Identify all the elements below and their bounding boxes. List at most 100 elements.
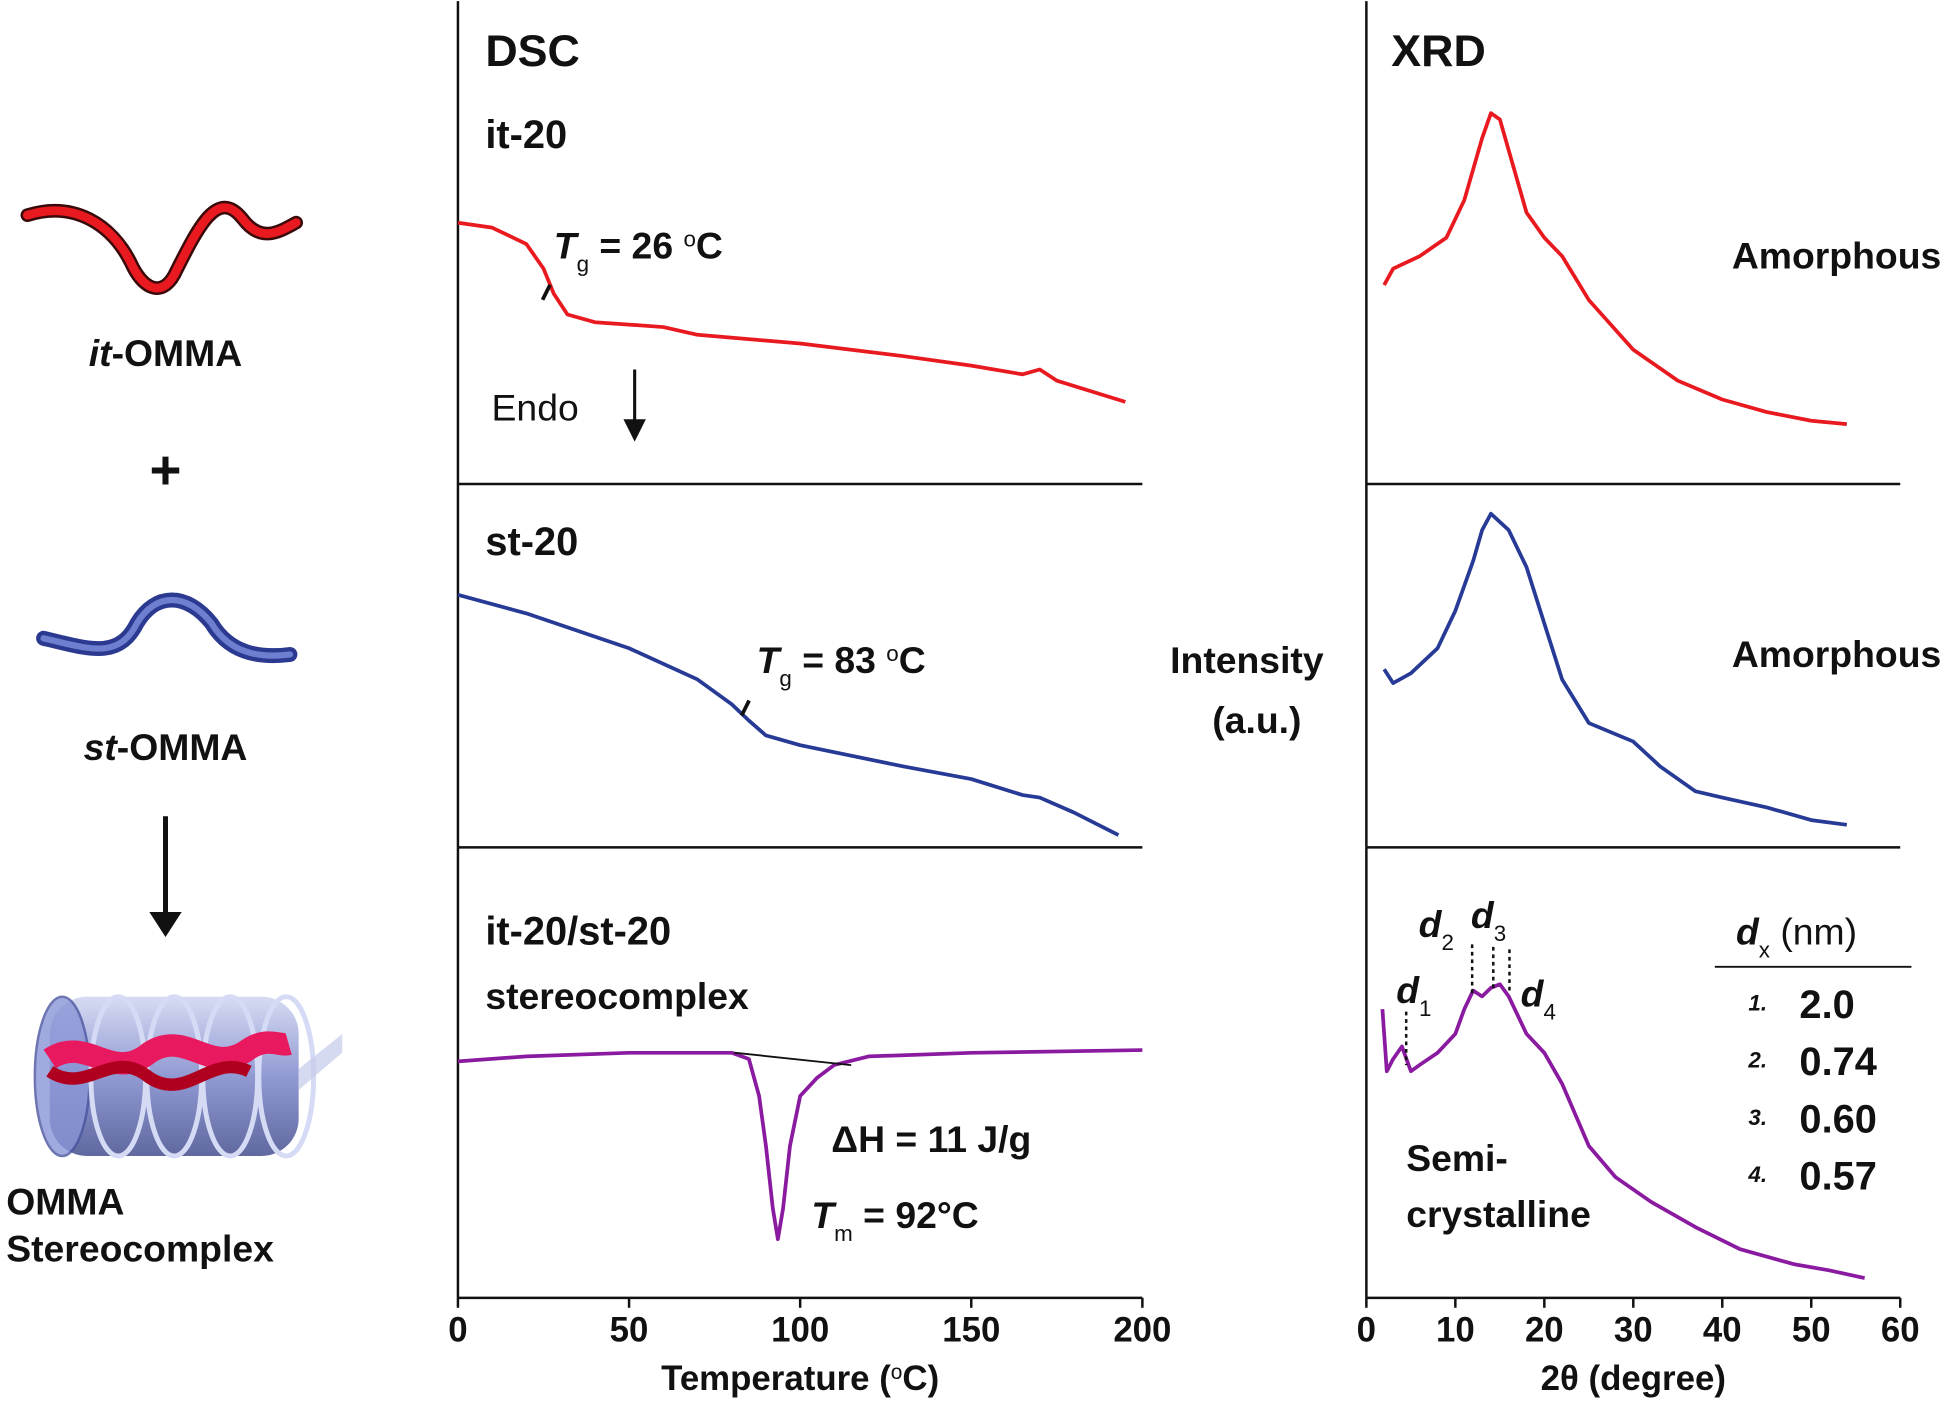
x-tick-label: 0 <box>1357 1310 1376 1349</box>
annotation: stereocomplex <box>485 975 749 1017</box>
text-part: -OMMA <box>117 726 248 768</box>
series-label: it-20 <box>485 113 567 157</box>
chart-title: XRD <box>1391 26 1486 76</box>
text-part: = 83 <box>792 639 886 681</box>
table-value: 0.57 <box>1799 1155 1877 1199</box>
annotation: Endo <box>492 387 579 429</box>
text-part: o <box>891 1360 903 1383</box>
decorations <box>540 284 1511 1067</box>
annotation: d2 <box>1419 903 1454 954</box>
annotation: d4 <box>1521 973 1556 1024</box>
data-line <box>1382 511 1848 827</box>
text-part: Amorphous <box>1732 633 1941 675</box>
annotation: Semi- <box>1406 1137 1508 1179</box>
text-part: g <box>577 251 589 276</box>
text-part: it <box>89 332 113 374</box>
text-part: -OMMA <box>112 332 243 374</box>
panel: Intensity (a.u.) Amorphous <box>1170 483 1941 849</box>
annotation: Tm = 92°C <box>811 1194 978 1245</box>
data-line <box>457 220 1126 404</box>
annotation: d1 <box>1396 969 1431 1020</box>
annotation: Amorphous <box>1732 633 1941 675</box>
scheme-label: it-OMMA <box>89 332 242 374</box>
table-index: 1. <box>1748 990 1767 1015</box>
annotation: Tg = 83 oC <box>757 639 926 690</box>
y-axis-label: Intensity <box>1170 639 1324 681</box>
scheme-drawing <box>20 200 343 1159</box>
chart-title: DSC <box>485 26 580 76</box>
text-part: stereocomplex <box>485 975 749 1017</box>
text-part: d <box>1521 973 1545 1015</box>
x-tick-label: 10 <box>1436 1310 1475 1349</box>
text-part: T <box>554 225 580 267</box>
text-part: x <box>1759 937 1770 962</box>
annotation: ΔH = 11 J/g <box>831 1118 1031 1160</box>
text-part: 4 <box>1543 999 1555 1024</box>
text-part: Endo <box>492 387 579 429</box>
text-part: Amorphous <box>1732 235 1941 277</box>
table-header: dx (nm) <box>1736 910 1857 961</box>
text-part: g <box>779 666 791 691</box>
panel: 0 50 100 150 200 Temperature (oC) it-20/st-20 s… <box>448 847 1171 1398</box>
data-line <box>1382 111 1848 426</box>
text-part: Semi- <box>1406 1137 1508 1179</box>
text-part: st <box>84 726 119 768</box>
x-axis-label: 2θ (degree) <box>1541 1359 1726 1398</box>
text-part: 1 <box>1419 995 1431 1020</box>
x-tick-label: 60 <box>1881 1310 1920 1349</box>
text-part: d <box>1471 894 1495 936</box>
data-line <box>457 1048 1143 1242</box>
text-part: ΔH = 11 J/g <box>831 1118 1031 1160</box>
panel: st-20 Tg = 83 oC <box>456 483 1143 849</box>
text-part: = 92°C <box>853 1194 979 1236</box>
endo-arrowhead <box>623 419 646 442</box>
data-line <box>1380 982 1866 1280</box>
text-part: d <box>1419 903 1443 945</box>
annotation: crystalline <box>1406 1193 1591 1235</box>
text-part: d <box>1736 910 1760 952</box>
text-part: C <box>899 639 926 681</box>
table-index: 4. <box>1747 1162 1767 1187</box>
text-part: d <box>1396 969 1420 1011</box>
table-index: 2. <box>1747 1048 1767 1073</box>
text-part: C) <box>902 1359 939 1398</box>
text-part: (nm) <box>1770 910 1857 952</box>
annotation: Tg = 26 oC <box>554 225 723 277</box>
x-tick-label: 100 <box>771 1310 829 1349</box>
text-part: o <box>683 226 695 251</box>
x-axis-label: Temperature (oC) <box>661 1359 939 1398</box>
table-value: 0.74 <box>1799 1040 1877 1084</box>
text-part: Temperature ( <box>661 1359 891 1398</box>
annotation: Amorphous <box>1732 235 1941 277</box>
panel: XRD Amorphous <box>1365 1 1941 486</box>
scheme-label: st-OMMA <box>84 726 248 768</box>
text-part: T <box>757 639 783 681</box>
scheme-label: Stereocomplex <box>6 1228 274 1270</box>
text-part: m <box>834 1221 853 1246</box>
text-part: C <box>696 225 723 267</box>
y-axis-label: (a.u.) <box>1212 699 1301 741</box>
series-label: it-20/st-20 <box>485 909 671 953</box>
baseline <box>734 1051 852 1067</box>
series-label: st-20 <box>485 520 578 564</box>
text-part: 2 <box>1441 929 1453 954</box>
text-part: 2θ (degree) <box>1541 1359 1726 1398</box>
x-tick-label: 50 <box>1792 1310 1831 1349</box>
tg-marker <box>740 699 751 717</box>
annotation: d3 <box>1471 894 1506 946</box>
x-tick-label: 50 <box>610 1310 649 1349</box>
x-tick-label: 150 <box>942 1310 1000 1349</box>
scheme-plus: + <box>150 439 182 501</box>
text-part: T <box>811 1194 837 1236</box>
table-value: 0.60 <box>1799 1097 1877 1141</box>
data-line <box>457 593 1120 837</box>
text-part: crystalline <box>1406 1193 1591 1235</box>
table-index: 3. <box>1748 1105 1767 1130</box>
tg-marker <box>540 284 552 301</box>
panel: DSC it-20 Tg = 26 oC Endo <box>456 1 1143 486</box>
table-value: 2.0 <box>1799 983 1854 1027</box>
